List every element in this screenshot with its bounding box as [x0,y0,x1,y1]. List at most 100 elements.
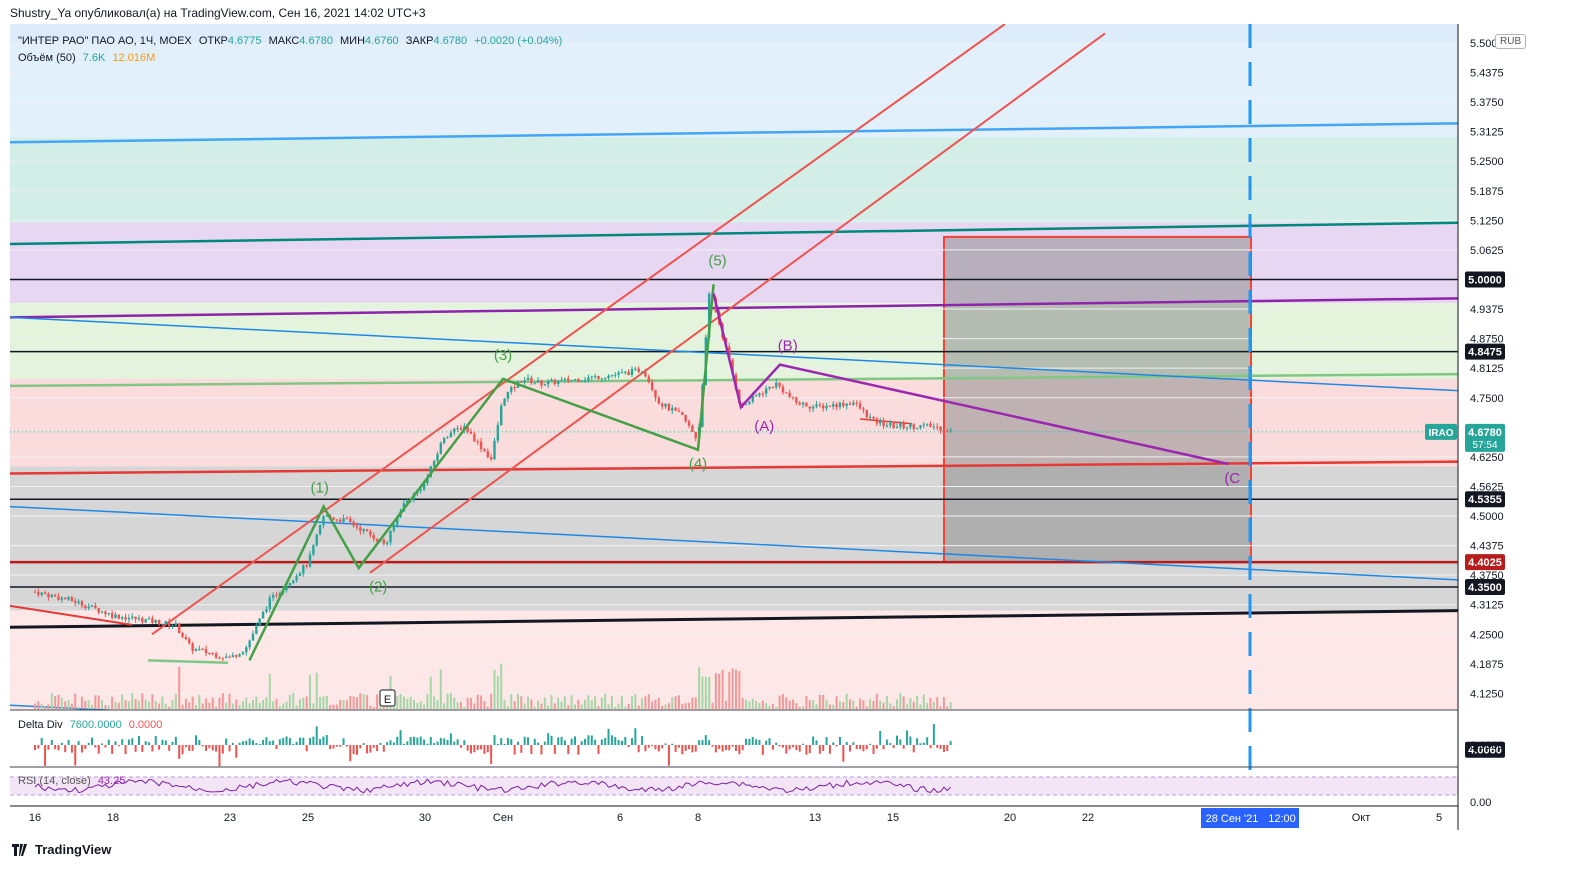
volume-bar [64,701,67,709]
delta-bar [627,745,630,748]
delta-bar [832,742,835,745]
volume-bar [215,706,218,709]
volume-bar [114,701,117,709]
delta-bar [698,740,701,745]
rsi-line [34,778,951,794]
volume-bar [597,706,600,709]
delta-bar [205,745,208,751]
price-tag-label: 5.0000 [1468,274,1502,286]
delta-bar [439,737,442,745]
delta-bar [694,745,697,752]
candle-body [650,382,654,390]
volume-bar [268,673,271,709]
currency-badge[interactable]: RUB [1495,34,1527,49]
delta-bar [889,743,892,745]
volume-bar [178,666,181,709]
volume-bar [845,693,848,709]
delta-bar [701,740,704,745]
delta-bar [134,745,137,752]
price-tag [1465,554,1505,571]
volume-bar [449,693,452,709]
candle-body [110,613,114,618]
candle-body [707,293,711,338]
volume-bar [436,700,439,709]
low-value: 4.6760 [365,35,399,47]
y-tick-label: 4.4375 [1470,541,1504,553]
volume-bar [369,705,372,709]
volume-bar [875,693,878,709]
volume-bar [352,696,355,709]
delta-label: Delta Div [18,719,63,731]
candle-body [546,381,550,385]
volume-value: 7.6K [82,52,106,64]
delta-bar [637,745,640,753]
delta-bar [909,736,912,745]
delta-bar [557,737,560,745]
volume-bar [802,706,805,709]
delta-bar [523,736,526,745]
delta-bar [245,740,248,745]
candle-body [335,519,339,521]
candle-body [811,406,815,409]
candle-body [362,529,365,532]
delta-bar [946,745,949,751]
candle-body [47,593,50,598]
delta-bar [54,745,57,750]
volume-bar [691,697,694,709]
delta-bar [600,739,603,745]
delta-bar [664,743,667,745]
delta-bar [647,745,650,748]
delta-bar [711,745,714,747]
delta-bar [822,745,825,751]
delta-bar [144,741,147,745]
delta-bar [748,738,751,745]
candle-body [543,384,547,386]
countdown-label: 57:54 [1472,440,1497,451]
delta-bar [724,745,727,751]
volume-bar [631,696,634,709]
delta-bar [225,738,228,745]
delta-bar [855,745,858,750]
candle-body [637,368,640,373]
delta-bar [560,736,563,745]
volume-bar [67,700,70,709]
candle-body [573,379,577,381]
candle-body [208,653,211,655]
trend-line [10,609,1458,629]
volume-bar [463,706,466,709]
candle-body [117,614,121,619]
ticker-label: IRAO [1429,428,1454,439]
volume-bar [70,703,73,709]
delta-bar [215,745,218,752]
candle-body [439,442,443,454]
delta-bar [620,740,623,745]
tradingview-logo[interactable]: TradingView [12,842,111,857]
candle-body [660,403,664,407]
volume-bar [614,706,617,709]
candle-body [104,611,107,615]
candle-body [687,421,691,426]
delta-bar [389,740,392,745]
candle-body [80,601,84,606]
delta-bar [459,745,462,748]
trend-line [369,32,1106,574]
y-tick-label: 5.1875 [1470,186,1504,198]
wave-label: (2) [369,579,387,596]
volume-bar [54,696,57,709]
candle-body [90,605,94,607]
candle-body [298,573,302,576]
high-label: МАКС [268,35,300,47]
volume-bar [459,702,462,709]
delta-bar [107,739,110,745]
delta-bar [788,745,791,750]
volume-bar [47,704,50,709]
volume-bar [516,693,519,709]
x-tick-label: 22 [1082,812,1094,824]
volume-bar [439,669,442,709]
volume-bar [731,668,734,709]
volume-bar [543,697,546,709]
delta-bar [392,742,395,745]
candle-body [530,377,533,383]
candle-body [449,432,453,437]
